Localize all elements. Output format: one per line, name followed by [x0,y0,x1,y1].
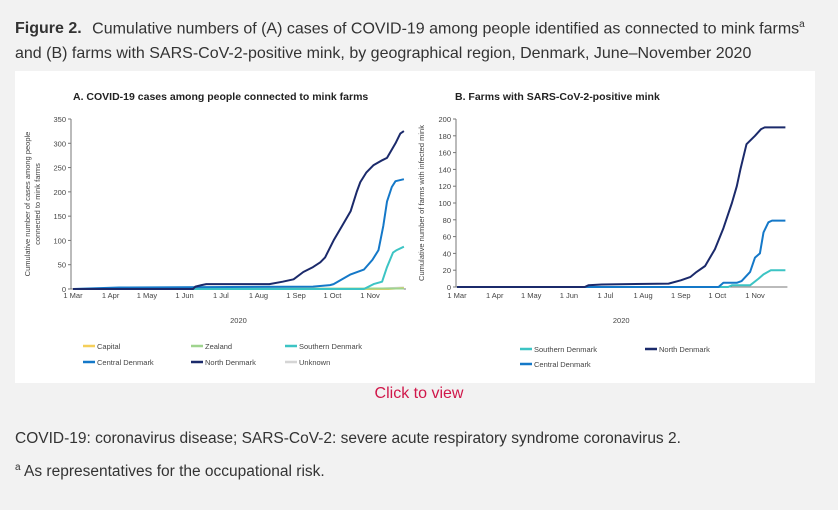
chart-a-x-tick-label: 1 Jul [213,291,229,300]
chart-b-x-tick-label: 1 Jul [597,291,613,300]
chart-a-x-tick-label: 1 Sep [286,291,306,300]
chart-a-x-tick-label: 1 May [137,291,158,300]
chart-a-x-tick-label: 1 Nov [360,291,380,300]
chart-b-legend-label: Southern Denmark [534,345,597,354]
chart-a-y-tick-label: 200 [53,188,66,197]
chart-a-x-tick-label: 1 Apr [102,291,120,300]
chart-b-y-tick-label: 20 [443,266,451,275]
chart-b-y-tick-label: 180 [438,132,451,141]
chart-a-y-label-2: connected to mink farms [33,163,42,245]
chart-a-legend-label: Capital [97,342,121,351]
chart-a-y-tick-label: 300 [53,139,66,148]
chart-a-legend-label: Unknown [299,358,330,367]
chart-b-y-tick-label: 80 [443,216,451,225]
chart-a-y-tick-label: 350 [53,115,66,124]
chart-b-x-tick-label: 1 Apr [486,291,504,300]
chart-b-x-tick-label: 1 Mar [447,291,467,300]
chart-a-x-tick-label: 1 Aug [249,291,268,300]
chart-a-y-tick-label: 250 [53,164,66,173]
chart-a-y-tick-label: 50 [58,261,66,270]
abbreviations-note: COVID-19: coronavirus disease; SARS-CoV-… [15,430,681,447]
chart-a-x-tick-label: 1 Mar [63,291,83,300]
chart-a-y-tick-label: 0 [62,285,66,294]
chart-b-legend-label: Central Denmark [534,360,591,369]
chart-a-series-southern-denmark [73,245,405,290]
chart-b-series-north-denmark [457,126,786,288]
chart-a-legend-label: Central Denmark [97,358,154,367]
chart-a-title: A. COVID-19 cases among people connected… [73,91,368,103]
chart-b-y-tick-label: 160 [438,149,451,158]
chart-b-y-tick-label: 40 [443,249,451,258]
chart-a-series-central-denmark [72,178,405,290]
chart-b-x-label: 2020 [613,316,630,325]
chart-b-title: B. Farms with SARS-CoV-2-positive mink [455,91,660,103]
chart-b-x-tick-label: 1 Oct [708,291,727,300]
chart-a-x-tick-label: 1 Jun [175,291,193,300]
chart-a-y-tick-label: 100 [53,236,66,245]
chart-a-y-label: Cumulative number of cases among people [23,132,32,277]
chart-b-x-tick-label: 1 May [521,291,542,300]
chart-a-y-tick-label: 150 [53,212,66,221]
footnote-a: a As representatives for the occupationa… [15,462,325,481]
chart-b-x-tick-label: 1 Jun [560,291,578,300]
chart-a-series-north-denmark [73,130,405,290]
caption-footnote-marker: a [799,19,805,30]
figure-label: Figure 2. [15,20,82,38]
caption-line-2: and (B) farms with SARS-CoV-2-positive m… [15,45,752,63]
chart-b-legend-label: North Denmark [659,345,710,354]
chart-b-y-tick-label: 100 [438,199,451,208]
chart-a-legend-label: North Denmark [205,358,256,367]
chart-b-y-tick-label: 120 [438,182,451,191]
footnote-a-text: As representatives for the occupational … [24,463,325,481]
chart-b-x-tick-label: 1 Aug [634,291,653,300]
caption-line-1: Cumulative numbers of (A) cases of COVID… [92,20,800,38]
chart-b-y-label: Cumulative number of farms with infected… [417,125,426,281]
chart-a-legend-label: Southern Denmark [299,342,362,351]
chart-b-x-tick-label: 1 Nov [745,291,765,300]
chart-a-x-label: 2020 [230,316,247,325]
chart-b-y-tick-label: 140 [438,165,451,174]
chart-b-series-southern-denmark [457,269,786,288]
chart-a-x-tick-label: 1 Oct [323,291,342,300]
chart-b-y-tick-label: 0 [447,283,451,292]
chart-b-y-tick-label: 200 [438,115,451,124]
footnote-a-marker: a [15,462,21,473]
chart-b-series-central-denmark [457,219,786,288]
figure-image[interactable]: A. COVID-19 cases among people connected… [15,71,815,383]
chart-a-legend-label: Zealand [205,342,232,351]
chart-b-y-tick-label: 60 [443,233,451,242]
click-to-view-link[interactable]: Click to view [374,385,464,402]
figure-caption: Figure 2. Cumulative numbers of (A) case… [15,12,815,66]
charts-svg: A. COVID-19 cases among people connected… [23,91,788,369]
chart-b-x-tick-label: 1 Sep [671,291,691,300]
